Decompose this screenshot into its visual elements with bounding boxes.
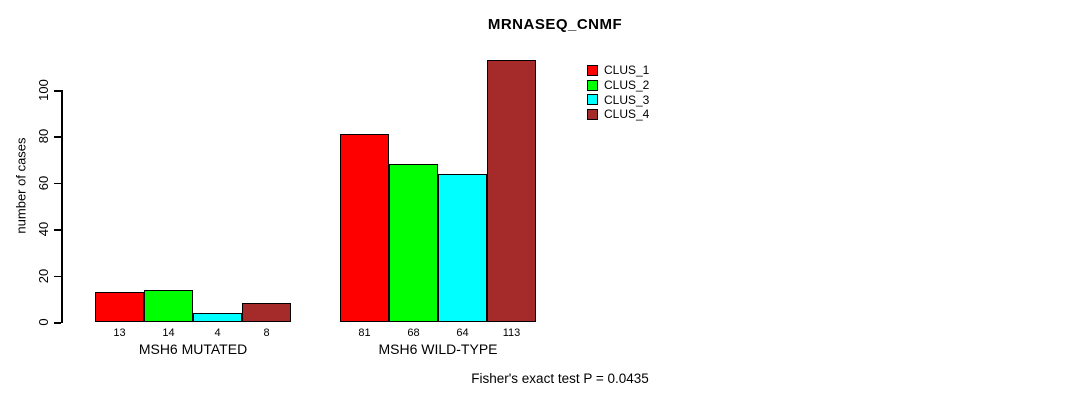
y-tick-40 <box>54 229 61 231</box>
bar-clus-1-msh6-wild-type <box>340 134 389 322</box>
y-tick-label-20: 20 <box>36 268 51 283</box>
legend-label-clus-1: CLUS_1 <box>604 63 650 78</box>
category-label-msh6-wild-type: MSH6 WILD-TYPE <box>378 341 498 357</box>
legend-label-clus-3: CLUS_3 <box>604 92 650 107</box>
y-tick-60 <box>54 182 61 185</box>
legend-swatch-clus-1 <box>587 64 598 76</box>
bar-clus-2-msh6-wild-type <box>389 164 438 322</box>
y-tick-label-0: 0 <box>36 318 51 326</box>
legend-row-clus-2: CLUS_2 <box>587 78 649 93</box>
bar-value-clus-3-msh6-mutated: 4 <box>214 327 221 339</box>
bar-clus-4-msh6-mutated <box>242 303 291 322</box>
y-tick-80 <box>54 136 61 138</box>
y-tick-0 <box>54 322 61 324</box>
bar-value-clus-1-msh6-wild-type: 81 <box>358 327 371 339</box>
legend-row-clus-4: CLUS_4 <box>587 107 649 122</box>
bar-value-clus-2-msh6-mutated: 14 <box>162 327 175 339</box>
y-tick-label-100: 100 <box>36 79 51 101</box>
chart-title: MRNASEQ_CNMF <box>487 16 623 33</box>
bar-clus-3-msh6-wild-type <box>438 173 487 322</box>
bar-value-clus-4-msh6-wild-type: 113 <box>502 327 521 339</box>
legend-swatch-clus-2 <box>587 79 598 91</box>
legend: CLUS_1 CLUS_2 CLUS_3 CLUS_4 <box>587 63 649 122</box>
legend-swatch-clus-4 <box>587 108 598 120</box>
bar-value-clus-1-msh6-mutated: 13 <box>113 327 126 339</box>
bar-value-clus-4-msh6-mutated: 8 <box>263 327 270 339</box>
y-tick-100 <box>54 90 61 92</box>
category-label-msh6-mutated: MSH6 MUTATED <box>138 341 248 357</box>
bar-clus-3-msh6-mutated <box>193 312 242 322</box>
y-tick-label-80: 80 <box>36 129 51 144</box>
legend-label-clus-2: CLUS_2 <box>604 78 650 93</box>
bar-clus-2-msh6-mutated <box>144 289 193 322</box>
y-tick-20 <box>54 275 61 278</box>
bar-clus-1-msh6-mutated <box>95 291 144 322</box>
y-axis-line <box>61 90 63 323</box>
legend-row-clus-3: CLUS_3 <box>587 92 649 107</box>
legend-label-clus-4: CLUS_4 <box>604 107 650 122</box>
y-tick-label-60: 60 <box>36 175 51 191</box>
bar-value-clus-2-msh6-wild-type: 68 <box>407 327 420 339</box>
y-axis-label: number of cases <box>13 137 29 234</box>
stat-annotation: Fisher's exact test P = 0.0435 <box>471 371 649 386</box>
y-tick-label-40: 40 <box>36 221 51 237</box>
legend-swatch-clus-3 <box>587 94 598 106</box>
legend-row-clus-1: CLUS_1 <box>587 63 649 78</box>
bar-clus-4-msh6-wild-type <box>487 59 536 322</box>
bar-value-clus-3-msh6-wild-type: 64 <box>456 327 469 339</box>
